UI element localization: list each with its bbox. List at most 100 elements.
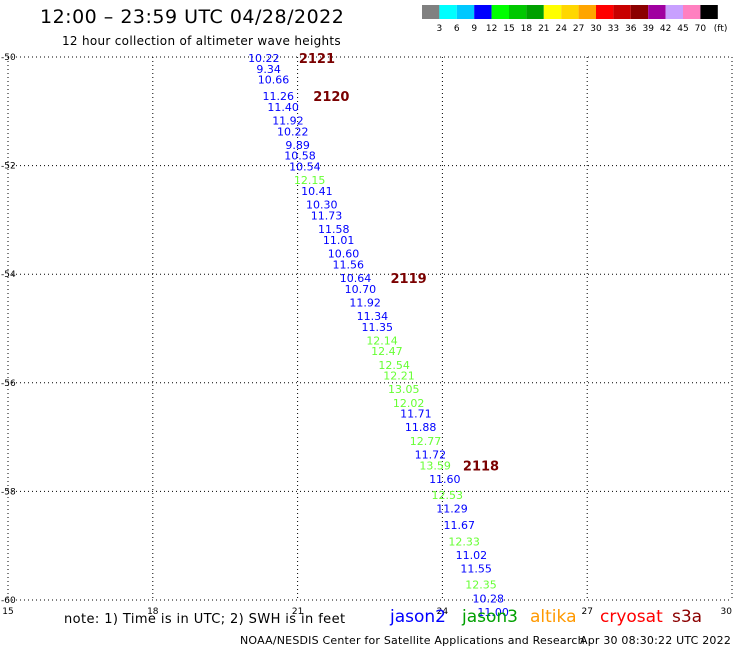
wave-height-label: 11.92: [272, 114, 304, 127]
wave-height-label: 12.33: [448, 535, 480, 548]
wave-height-label: 12.47: [371, 345, 403, 358]
legend-swatch: [683, 5, 701, 19]
wave-height-label: 11.73: [311, 209, 343, 222]
wave-height-label: 11.26: [263, 90, 295, 103]
satellite-cryosat: cryosat: [600, 607, 663, 627]
legend-swatch: [474, 5, 492, 19]
wave-height-label: 12.21: [383, 370, 415, 383]
wave-height-label: 11.40: [267, 101, 299, 114]
wave-height-points: 10.229.3410.6611.2611.4011.9210.229.8910…: [248, 52, 509, 619]
legend-tick-label: 3: [437, 24, 443, 34]
legend-swatches: [422, 5, 718, 19]
x-tick-label: 30: [721, 607, 733, 617]
legend-tick-label: 27: [573, 24, 584, 34]
y-tick-label: -50: [1, 53, 16, 63]
legend-swatch: [630, 5, 649, 19]
legend-swatch: [561, 5, 579, 19]
legend-swatch: [665, 5, 683, 19]
x-tick-label: 27: [581, 607, 592, 617]
wave-height-label: 12.54: [378, 359, 410, 372]
legend-tick-label: 45: [677, 24, 688, 34]
wave-height-label: 11.02: [456, 549, 488, 562]
legend-swatch: [491, 5, 509, 19]
wave-height-label: 12.53: [431, 489, 463, 502]
wave-height-label: 10.28: [473, 592, 505, 605]
legend-swatch: [509, 5, 527, 19]
wave-height-label: 12.14: [366, 334, 398, 347]
wave-height-label: 11.34: [357, 310, 389, 323]
wave-height-label: 10.54: [289, 161, 321, 174]
footer-timestamp: Apr 30 08:30:22 UTC 2022: [580, 634, 732, 647]
wave-height-label: 12.02: [393, 397, 425, 410]
legend-tick-label: 9: [471, 24, 477, 34]
legend-tick-label: 12: [486, 24, 497, 34]
footer-note: note: 1) Time is in UTC; 2) SWH is in fe…: [64, 612, 346, 627]
wave-height-label: 11.60: [429, 473, 461, 486]
wave-height-label: 9.34: [256, 63, 281, 76]
color-legend: 3 6 9 12 15 18 21 24 27 30 33 36 39 42 45 70 (ft): [422, 5, 728, 34]
satellite-jason3: jason3: [462, 607, 518, 627]
footer-credit: NOAA/NESDIS Center for Satellite Applica…: [240, 634, 585, 647]
legend-swatch: [543, 5, 562, 19]
legend-swatch: [700, 5, 718, 19]
wave-height-label: 11.00: [477, 606, 509, 619]
satellite-altika: altika: [530, 607, 577, 627]
page-title: 12:00 – 23:59 UTC 04/28/2022: [40, 6, 345, 28]
legend-swatch: [422, 5, 440, 19]
legend-tick-label: 30: [590, 24, 602, 34]
legend-swatch: [439, 5, 457, 19]
wave-height-label: 10.22: [277, 125, 309, 138]
legend-swatch: [456, 5, 475, 19]
y-tick-label: -56: [1, 379, 16, 389]
wave-height-label: 10.60: [328, 247, 360, 260]
wave-height-label: 11.67: [444, 519, 476, 532]
wave-height-label: 11.88: [405, 421, 437, 434]
legend-tick-label: 70: [695, 24, 707, 34]
legend-tick-label: 21: [538, 24, 549, 34]
legend-tick-label: 36: [625, 24, 637, 34]
legend-tick-label: 15: [503, 24, 514, 34]
wave-height-label: 11.72: [415, 448, 447, 461]
legend-swatch: [648, 5, 666, 19]
wave-height-label: 12.15: [294, 174, 326, 187]
wave-height-label: 12.77: [410, 435, 442, 448]
legend-labels: 3 6 9 12 15 18 21 24 27 30 33 36 39 42 45 70 (ft): [437, 24, 728, 34]
legend-tick-label: 24: [555, 24, 567, 34]
wave-height-label: 10.66: [258, 74, 290, 87]
wave-height-label: 9.89: [285, 139, 310, 152]
map-grid: [7, 56, 733, 601]
x-tick-label: 18: [147, 607, 159, 617]
legend-tick-label: 39: [642, 24, 654, 34]
wave-height-label: 11.56: [333, 258, 365, 271]
wave-height-label: 10.58: [284, 150, 316, 163]
wave-height-label: 11.55: [460, 562, 492, 575]
legend-swatch: [613, 5, 631, 19]
satellite-jason2: jason2: [390, 607, 446, 627]
y-tick-label: -60: [1, 596, 16, 606]
wave-height-label: 11.58: [318, 223, 350, 236]
pass-time-label: 2119: [391, 272, 427, 287]
wave-height-label: 12.35: [465, 579, 497, 592]
legend-tick-label: 33: [608, 24, 619, 34]
wave-height-label: 10.64: [340, 272, 372, 285]
wave-height-label: 13.59: [419, 459, 451, 472]
legend-swatch: [526, 5, 544, 19]
legend-tick-label: 6: [454, 24, 460, 34]
x-tick-label: 21: [292, 607, 303, 617]
legend-swatch: [578, 5, 596, 19]
wave-height-label: 10.30: [306, 199, 338, 212]
wave-height-label: 11.71: [400, 408, 432, 421]
wave-height-label: 10.22: [248, 52, 280, 65]
x-tick-label: 15: [2, 607, 13, 617]
wave-height-label: 11.35: [361, 321, 393, 334]
wave-height-label: 11.92: [349, 296, 381, 309]
legend-unit: (ft): [714, 24, 728, 34]
pass-time-label: 2120: [313, 90, 349, 105]
pass-time-label: 2118: [463, 459, 499, 474]
wave-height-label: 11.29: [436, 503, 468, 516]
page-subtitle: 12 hour collection of altimeter wave hei…: [62, 34, 341, 48]
pass-time-label: 2121: [299, 52, 335, 67]
axis-ticks: 15 18 21 24 27 30 -50 -52 -54 -56 -58 -60: [1, 53, 732, 617]
legend-tick-label: 18: [521, 24, 533, 34]
